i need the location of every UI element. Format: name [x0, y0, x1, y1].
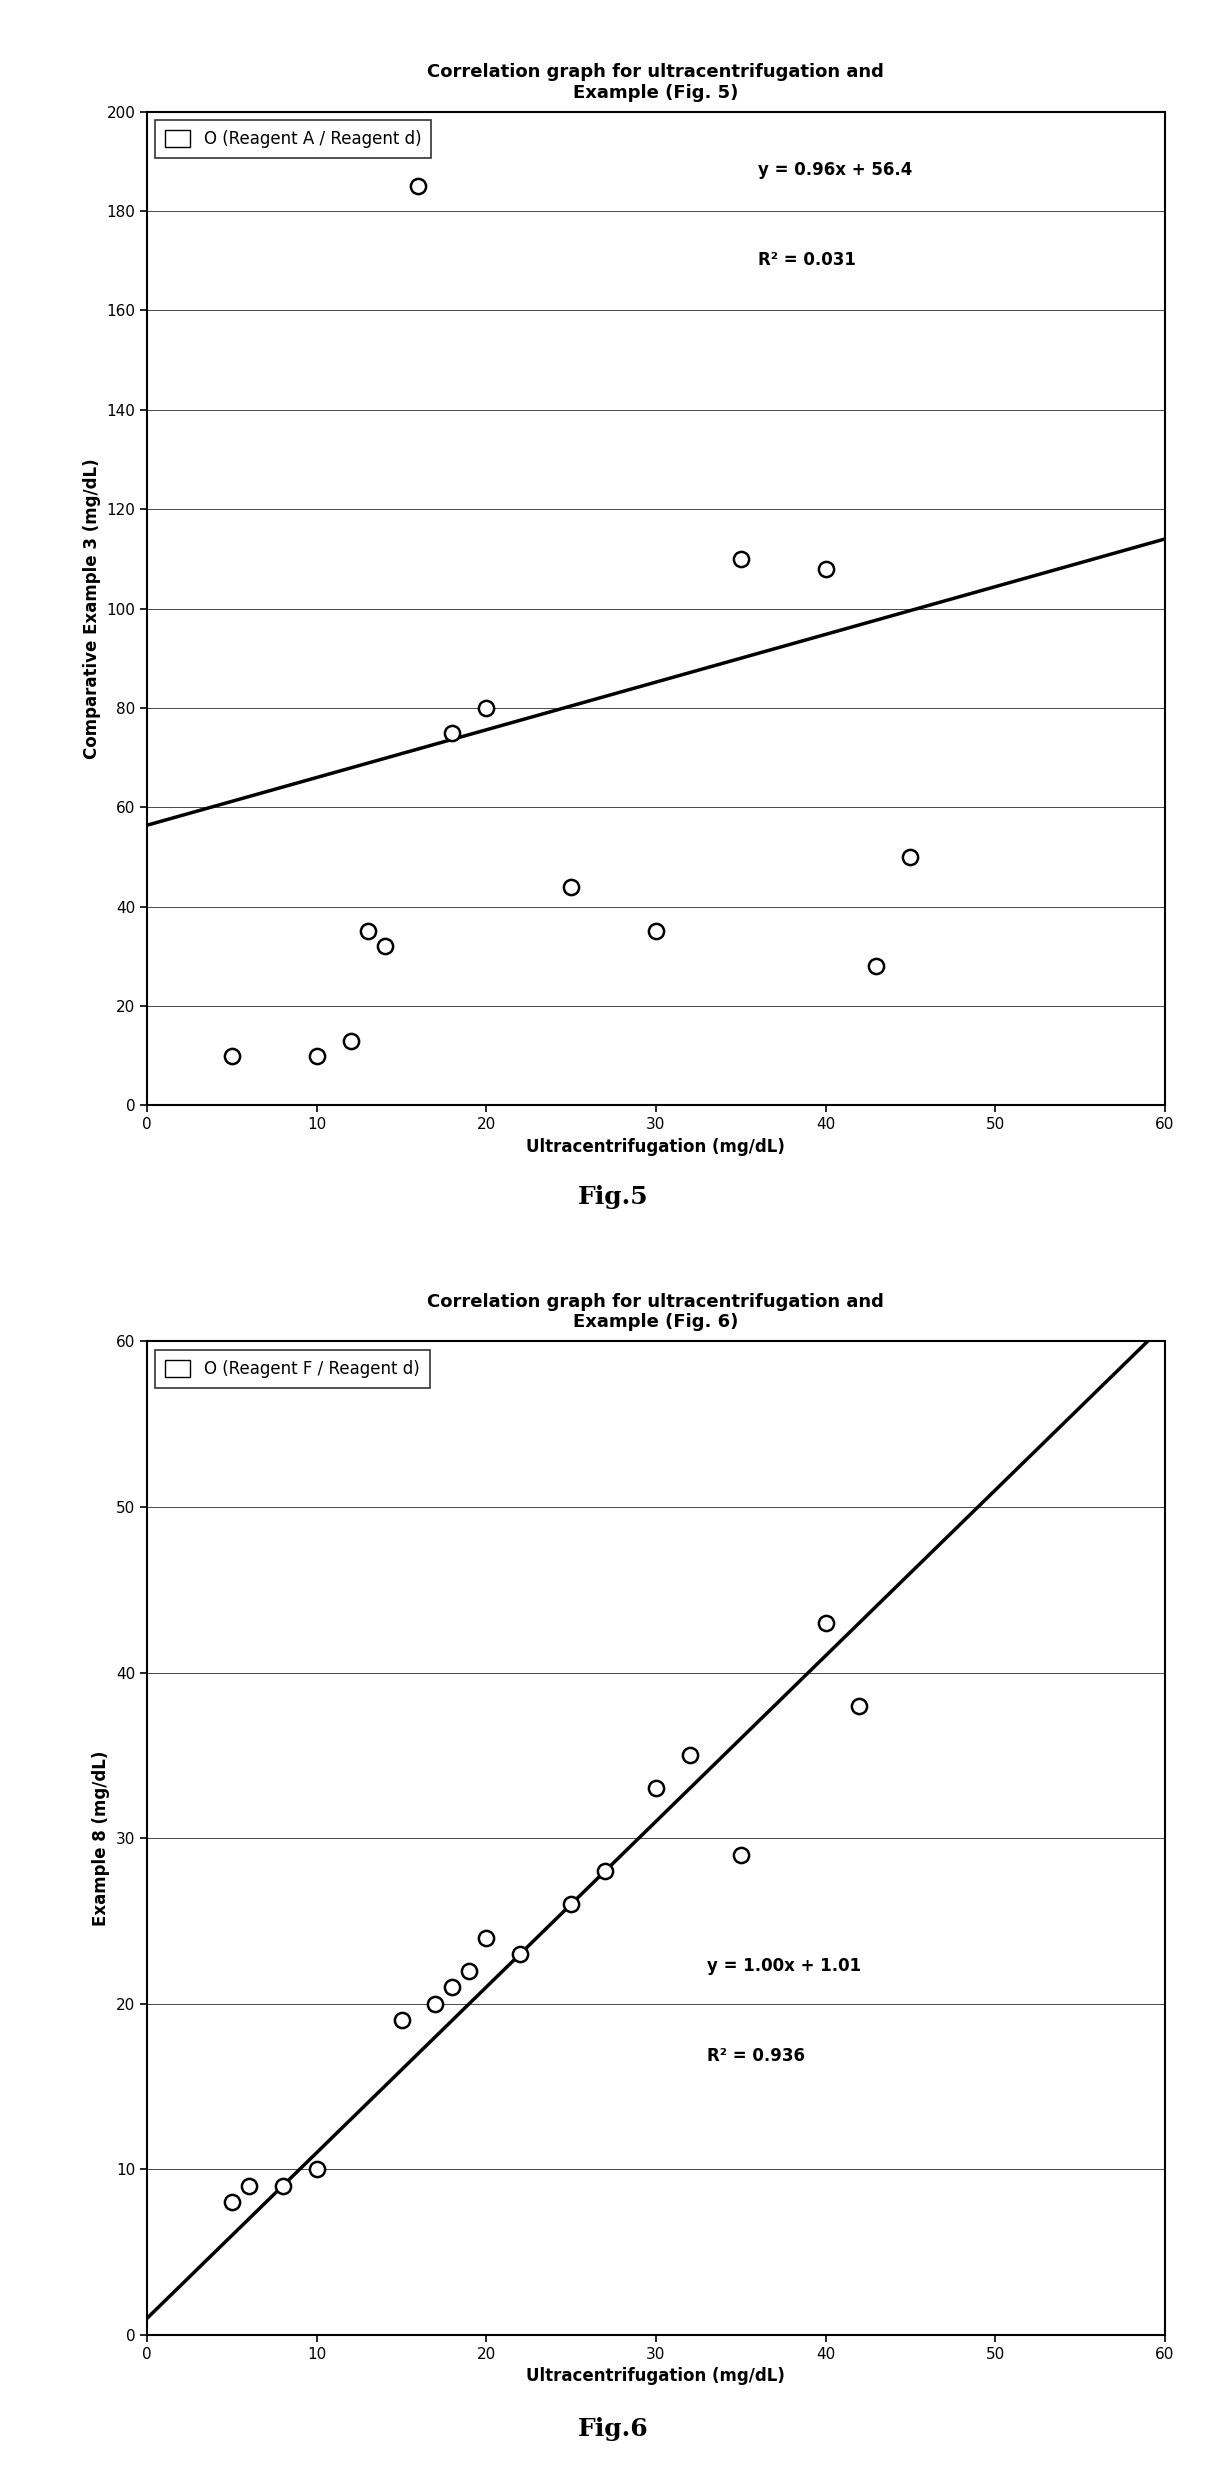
Point [477, 688, 497, 728]
Point [477, 1918, 497, 1957]
Point [731, 539, 750, 579]
Point [239, 2166, 259, 2206]
Point [306, 1036, 326, 1076]
Point [375, 927, 395, 966]
Point [358, 912, 378, 951]
Point [867, 946, 886, 986]
Point [273, 2166, 293, 2206]
Point [306, 2149, 326, 2188]
Y-axis label: Comparative Example 3 (mg/dL): Comparative Example 3 (mg/dL) [83, 457, 101, 760]
Title: Correlation graph for ultracentrifugation and
Example (Fig. 5): Correlation graph for ultracentrifugatio… [428, 62, 884, 102]
Point [680, 1736, 700, 1776]
Text: y = 0.96x + 56.4: y = 0.96x + 56.4 [758, 161, 912, 179]
X-axis label: Ultracentrifugation (mg/dL): Ultracentrifugation (mg/dL) [526, 2367, 786, 2385]
Point [850, 1687, 869, 1726]
Point [460, 1950, 479, 1990]
Point [392, 2000, 412, 2039]
Point [815, 1602, 835, 1642]
Text: y = 1.00x + 1.01: y = 1.00x + 1.01 [707, 1957, 861, 1975]
Title: Correlation graph for ultracentrifugation and
Example (Fig. 6): Correlation graph for ultracentrifugatio… [428, 1292, 884, 1331]
Point [443, 713, 462, 753]
Point [562, 867, 581, 907]
Point [222, 1036, 242, 1076]
Point [443, 1967, 462, 2007]
Point [900, 837, 920, 877]
Point [646, 1769, 666, 1808]
Text: Fig.5: Fig.5 [577, 1185, 649, 1210]
Point [425, 1985, 445, 2024]
Point [510, 1935, 530, 1975]
Text: Fig.6: Fig.6 [577, 2417, 649, 2442]
Text: R² = 0.031: R² = 0.031 [758, 251, 856, 268]
Point [596, 1851, 614, 1890]
Point [408, 166, 428, 206]
Y-axis label: Example 8 (mg/dL): Example 8 (mg/dL) [92, 1751, 110, 1925]
Text: R² = 0.936: R² = 0.936 [707, 2047, 804, 2064]
Point [562, 1885, 581, 1925]
Point [341, 1021, 360, 1061]
Legend: O (Reagent F / Reagent d): O (Reagent F / Reagent d) [156, 1349, 429, 1389]
Legend: O (Reagent A / Reagent d): O (Reagent A / Reagent d) [156, 119, 432, 159]
Point [731, 1836, 750, 1875]
Point [646, 912, 666, 951]
X-axis label: Ultracentrifugation (mg/dL): Ultracentrifugation (mg/dL) [526, 1138, 786, 1155]
Point [815, 549, 835, 589]
Point [222, 2183, 242, 2223]
